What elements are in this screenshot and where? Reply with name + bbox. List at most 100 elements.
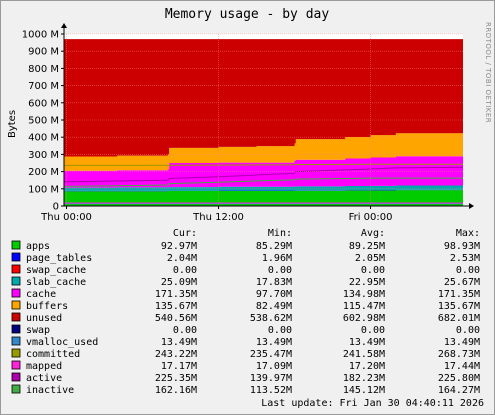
y-tick-label: 500 M — [28, 116, 59, 127]
legend-row-active: active 225.35M 139.97M 182.23M 225.80M — [11, 372, 480, 384]
chart-title: Memory usage - by day — [165, 7, 330, 22]
legend-name: swap_cache — [26, 265, 86, 276]
legend-min-value: 82.49M — [256, 301, 292, 312]
legend-cur-value: 13.49M — [161, 337, 197, 348]
legend-cur-value: 243.22M — [155, 349, 197, 360]
legend-avg-value: 0.00 — [361, 265, 385, 276]
legend-max-value: 2.53M — [450, 253, 480, 264]
legend-avg-value: 241.58M — [343, 349, 385, 360]
y-tick-label: 800 M — [28, 64, 59, 75]
legend-swatch — [11, 360, 21, 370]
legend-name: unused — [26, 313, 62, 324]
legend-min-value: 538.62M — [250, 313, 292, 324]
y-tick-label: 700 M — [28, 81, 59, 92]
legend-max-value: 135.67M — [438, 301, 480, 312]
legend-swatch — [11, 240, 21, 250]
x-tick-label: Thu 12:00 — [192, 212, 244, 223]
legend-row-vmalloc-used: vmalloc_used 13.49M 13.49M 13.49M 13.49M — [11, 336, 480, 348]
legend-cur-value: 540.56M — [155, 313, 197, 324]
y-tick-label: 0 — [53, 202, 59, 213]
x-axis-arrow — [469, 203, 474, 209]
legend-swatch — [11, 276, 21, 286]
legend-row-swap-cache: swap_cache 0.00 0.00 0.00 0.00 — [11, 264, 480, 276]
legend-swatch — [11, 372, 21, 382]
legend-swatch — [11, 252, 21, 262]
legend-row-apps: apps 92.97M 85.29M 89.25M 98.93M — [11, 240, 480, 252]
legend-row-slab-cache: slab_cache 25.09M 17.83M 22.95M 25.67M — [11, 276, 480, 288]
legend-min-value: 113.52M — [250, 385, 292, 396]
legend-max-value: 164.27M — [438, 385, 480, 396]
legend-name: apps — [26, 241, 50, 252]
legend-avg-value: 2.05M — [355, 253, 385, 264]
legend-cur-value: 135.67M — [155, 301, 197, 312]
legend-swatch — [11, 300, 21, 310]
legend-row-page-tables: page_tables 2.04M 1.96M 2.05M 2.53M — [11, 252, 480, 264]
line-series — [63, 163, 464, 205]
x-tick-label: Fri 00:00 — [349, 212, 393, 223]
legend-avg-value: 22.95M — [349, 277, 385, 288]
legend-cur-value: 0.00 — [173, 325, 197, 336]
legend-min-value: 235.47M — [250, 349, 292, 360]
y-axis-label: Bytes — [7, 110, 18, 138]
legend-name: vmalloc_used — [26, 337, 98, 348]
y-tick-label: 100 M — [28, 184, 59, 195]
legend-header-min: Min: — [268, 228, 292, 239]
legend-cur-value: 17.17M — [161, 361, 197, 372]
legend: Cur: Min: Avg: Max: apps 92.97M 85.29M 89.25M 98… — [11, 228, 480, 396]
legend-name: slab_cache — [26, 277, 86, 288]
last-update: Last update: Fri Jan 30 04:40:11 2026 — [261, 398, 484, 409]
area-slab-cache — [64, 185, 463, 191]
legend-cur-value: 225.35M — [155, 373, 197, 384]
legend-avg-value: 115.47M — [343, 301, 385, 312]
legend-row-committed: committed 243.22M 235.47M 241.58M 268.73M — [11, 348, 480, 360]
legend-min-value: 97.70M — [256, 289, 292, 300]
line-inactive — [63, 177, 463, 187]
legend-max-value: 225.80M — [438, 373, 480, 384]
legend-min-value: 1.96M — [262, 253, 292, 264]
legend-swatch — [11, 324, 21, 334]
axes: 0 100 M 200 M 300 M 400 M 500 M 600 M 700 M 800 … — [22, 23, 474, 223]
legend-header-cur: Cur: — [173, 228, 197, 239]
legend-name: active — [26, 373, 62, 384]
legend-name: mapped — [26, 361, 62, 372]
legend-swatch — [11, 264, 21, 274]
legend-min-value: 0.00 — [268, 265, 292, 276]
legend-row-cache: cache 171.35M 97.70M 134.98M 171.35M — [11, 288, 480, 300]
area-page-tables — [64, 189, 463, 192]
legend-min-value: 13.49M — [256, 337, 292, 348]
legend-name: inactive — [26, 385, 74, 396]
legend-avg-value: 17.20M — [349, 361, 385, 372]
legend-max-value: 25.67M — [444, 277, 480, 288]
legend-avg-value: 145.12M — [343, 385, 385, 396]
legend-avg-value: 13.49M — [349, 337, 385, 348]
legend-cur-value: 0.00 — [173, 265, 197, 276]
legend-min-value: 85.29M — [256, 241, 292, 252]
legend-avg-value: 134.98M — [343, 289, 385, 300]
legend-name: buffers — [26, 301, 68, 312]
y-tick-label: 600 M — [28, 98, 59, 109]
legend-cur-value: 162.16M — [155, 385, 197, 396]
y-tick-label: 400 M — [28, 133, 59, 144]
x-tick-label: Thu 00:00 — [40, 212, 92, 223]
line-active — [63, 166, 464, 183]
legend-row-mapped: mapped 17.17M 17.09M 17.20M 17.44M — [11, 360, 480, 372]
legend-cur-value: 171.35M — [155, 289, 197, 300]
legend-max-value: 98.93M — [444, 241, 480, 252]
legend-avg-value: 89.25M — [349, 241, 385, 252]
legend-row-swap: swap 0.00 0.00 0.00 0.00 — [11, 324, 480, 336]
area-unused — [64, 39, 463, 157]
y-tick-label: 1000 M — [22, 30, 59, 41]
legend-swatch — [11, 384, 21, 394]
legend-name: swap — [26, 325, 50, 336]
legend-max-value: 0.00 — [456, 325, 480, 336]
legend-name: committed — [26, 349, 80, 360]
legend-min-value: 139.97M — [250, 373, 292, 384]
legend-header-avg: Avg: — [361, 228, 385, 239]
grid-lines — [64, 33, 463, 206]
area-buffers — [64, 132, 463, 171]
y-tick-label: 300 M — [28, 150, 59, 161]
legend-cur-value: 92.97M — [161, 241, 197, 252]
legend-swatch — [11, 288, 21, 298]
legend-avg-value: 602.98M — [343, 313, 385, 324]
